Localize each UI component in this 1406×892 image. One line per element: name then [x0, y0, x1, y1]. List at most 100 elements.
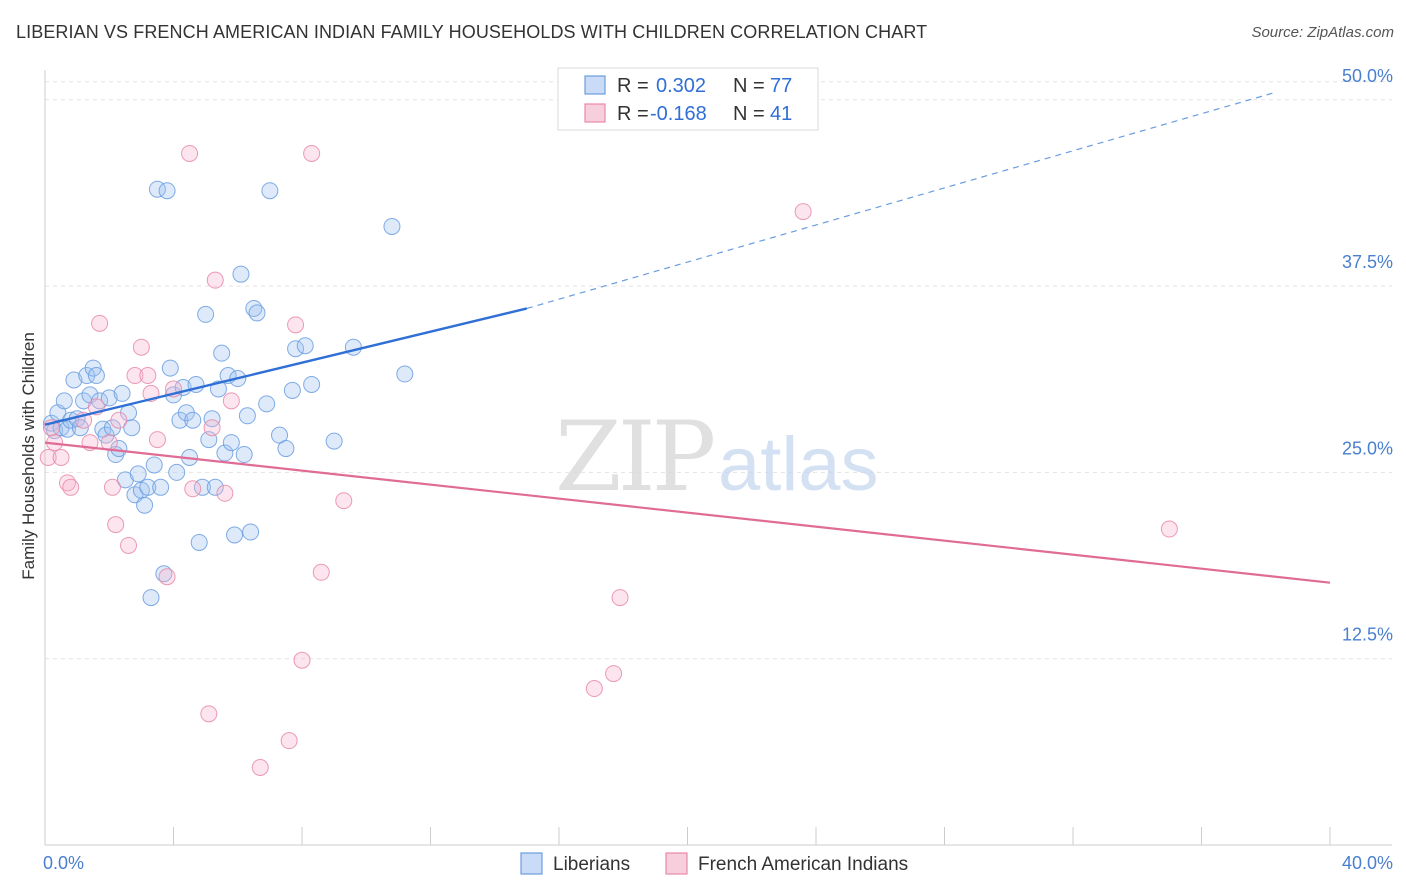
- french-american-indians-point: [605, 665, 623, 683]
- trend-lines: [44, 91, 1331, 584]
- liberians-point: [65, 371, 83, 389]
- french-american-indians-point: [794, 203, 812, 221]
- liberians-point: [123, 419, 141, 437]
- liberians-point: [136, 496, 154, 514]
- liberians-point: [258, 395, 276, 413]
- liberians-point: [155, 565, 173, 583]
- liberians-point: [238, 407, 256, 425]
- liberians-point: [296, 337, 314, 355]
- liberians-point: [383, 217, 401, 235]
- french-american-indians-point: [251, 759, 269, 776]
- french-american-indians-point: [62, 478, 80, 496]
- liberians-point: [226, 526, 244, 544]
- french-american-indians-point: [132, 338, 150, 356]
- french-american-indians-point: [216, 484, 234, 502]
- liberians-point: [325, 432, 343, 450]
- y-tick-label: 25.0%: [1342, 438, 1393, 458]
- french-american-indians-point: [139, 367, 157, 385]
- liberians-point: [283, 381, 301, 399]
- liberians-point: [242, 523, 260, 541]
- liberians-point: [55, 392, 73, 410]
- french-american-indians-point: [287, 316, 305, 334]
- watermark-atlas: atlas: [718, 422, 879, 507]
- french-american-indians-point: [158, 568, 176, 586]
- y-tick-label: 37.5%: [1342, 252, 1393, 272]
- liberians-point: [277, 440, 295, 458]
- liberians-point: [206, 478, 224, 496]
- tick-labels: 12.5% 25.0% 37.5% 50.0% 0.0% 40.0%: [43, 66, 1393, 873]
- liberians-point: [203, 410, 221, 428]
- liberians-point: [168, 463, 186, 481]
- x-tick-label: 40.0%: [1342, 853, 1393, 873]
- legend-n-label: N =: [733, 75, 765, 97]
- french-american-indians-point: [184, 480, 202, 498]
- bottom-legend-french-american-indians: French American Indians: [698, 854, 908, 875]
- liberians-point: [216, 444, 234, 462]
- legend-r-value: 0.302: [656, 75, 706, 97]
- french-american-indians-point: [200, 705, 218, 723]
- bottom-legend-swatch-french-american-indians: [665, 852, 688, 875]
- grid-lines: [45, 81, 1392, 660]
- liberians-point: [87, 367, 105, 385]
- liberians-point: [142, 589, 160, 607]
- french-american-indians-point: [293, 651, 311, 669]
- liberians-point: [129, 465, 147, 483]
- legend-n-label: N =: [733, 103, 765, 125]
- x-tick-label: 0.0%: [43, 853, 84, 873]
- french-american-indians-point: [148, 431, 166, 449]
- legend-r-label: R =: [617, 103, 649, 125]
- liberians-point: [145, 456, 163, 474]
- liberians-point: [100, 389, 118, 407]
- french-american-indians-point: [206, 271, 224, 289]
- liberians-point: [213, 344, 231, 362]
- liberians-point: [110, 440, 128, 458]
- french-american-indians-point: [335, 492, 353, 510]
- french-american-indians-point: [222, 392, 240, 410]
- y-axis-label: Family Households with Children: [19, 332, 38, 580]
- french-american-indians-point: [126, 367, 144, 385]
- legend-swatch-french-american-indians: [584, 103, 606, 123]
- liberians-point: [303, 375, 321, 393]
- french-american-indians-point: [39, 449, 57, 466]
- french-american-indians-point: [52, 449, 70, 466]
- liberians-point: [222, 434, 240, 452]
- french-american-indians-point: [91, 314, 109, 332]
- liberians-point: [261, 182, 279, 200]
- french-american-indians-point: [203, 419, 221, 437]
- liberians-point: [158, 182, 176, 200]
- liberians-point: [232, 265, 250, 283]
- french-american-indians-point: [103, 478, 121, 496]
- french-american-indians-point: [303, 144, 321, 162]
- legend: R = 0.302 N = 77 R = -0.168 N = 41: [557, 67, 819, 131]
- bottom-legend-swatch-liberians: [520, 852, 543, 875]
- bottom-legend-liberians: Liberians: [553, 854, 630, 875]
- liberians-point: [396, 365, 414, 383]
- liberians-point: [248, 304, 266, 322]
- french-american-indians-point: [611, 589, 629, 607]
- french-american-indians-point: [110, 411, 128, 429]
- liberians-point: [184, 411, 202, 429]
- legend-r-value: -0.168: [650, 103, 707, 125]
- watermark-zip: ZIP: [555, 401, 714, 513]
- liberians-point: [197, 305, 215, 323]
- legend-r-label: R =: [617, 75, 649, 97]
- chart-title: LIBERIAN VS FRENCH AMERICAN INDIAN FAMIL…: [16, 22, 928, 42]
- y-tick-label: 12.5%: [1342, 625, 1393, 645]
- liberians-point: [161, 359, 179, 377]
- french-american-indians-point: [312, 563, 330, 581]
- liberians-point: [139, 478, 157, 496]
- french-american-indians-point: [1160, 520, 1178, 538]
- liberians-point: [152, 478, 170, 496]
- liberians-trend-extension: [526, 91, 1276, 310]
- french-american-indians-point: [120, 536, 138, 554]
- french-american-indians-trend-line: [44, 441, 1331, 584]
- french-american-indians-point: [181, 144, 199, 162]
- axes: [44, 70, 1392, 846]
- legend-swatch-liberians: [584, 75, 606, 95]
- french-american-indians-point: [107, 516, 125, 534]
- source-label: Source: ZipAtlas.com: [1251, 24, 1394, 41]
- y-tick-label: 50.0%: [1342, 66, 1393, 86]
- liberians-point: [113, 384, 131, 402]
- liberians-point: [287, 340, 305, 358]
